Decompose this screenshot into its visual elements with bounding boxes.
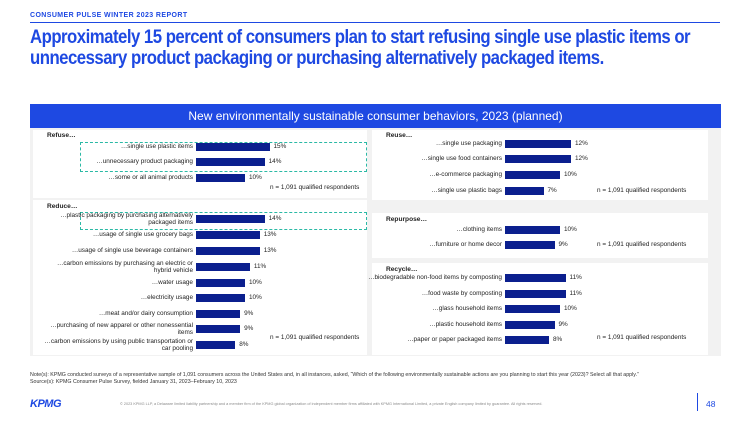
respondents-note: n = 1,091 qualified respondents (270, 334, 360, 341)
bar-value-label: 11% (253, 263, 267, 270)
bar-value-label: 11% (569, 274, 582, 281)
bar-label: …electricity usage (140, 294, 193, 302)
page-title-line-2: unnecessary product packaging or purchas… (30, 47, 604, 69)
bar-label: …furniture or home decor (429, 241, 502, 249)
bar-label: …single use plastic bags (431, 187, 502, 195)
page-number-divider (697, 393, 698, 411)
bar-label: …glass household items (432, 305, 502, 313)
footnote-source: Source(s): KPMG Consumer Pulse Survey, f… (30, 379, 237, 385)
bar-label: …plastic household items (429, 321, 502, 329)
bar-value-label: 14% (268, 215, 282, 222)
kpmg-logo: KPMG (30, 398, 62, 410)
bar (505, 321, 555, 329)
bar-label: …carbon emissions by using public transp… (44, 337, 193, 352)
highlight-box-reduce (80, 212, 367, 230)
bar-value-label: 9% (244, 310, 254, 317)
bar-label: …usage of single use grocery bags (92, 231, 193, 239)
bar-label: …e-commerce packaging (429, 171, 502, 179)
bar (196, 341, 236, 349)
bar-label: …food waste by composting (421, 290, 502, 298)
respondents-note: n = 1,091 qualified respondents (597, 334, 687, 341)
bar-label: …some or all animal products (108, 174, 193, 182)
bar-label: …usage of single use beverage containers (71, 247, 193, 255)
bar (505, 187, 544, 195)
chart-title-reuse: Reuse… (386, 132, 413, 139)
bar (505, 290, 566, 298)
bar-value-label: 10% (564, 226, 577, 233)
bar-value-label: 10% (249, 279, 262, 286)
bar-label: …single use plastic items (120, 143, 193, 151)
chart-title-refuse: Refuse… (47, 132, 76, 139)
bar-label: …meat and/or dairy consumption (98, 310, 193, 318)
bar (196, 215, 265, 223)
copyright-text: © 2023 KPMG LLP, a Delaware limited liab… (120, 402, 543, 406)
respondents-note: n = 1,091 qualified respondents (270, 184, 360, 191)
bar-label: …clothing items (456, 226, 502, 234)
footnote-note: Note(s): KPMG conducted surveys of a rep… (30, 372, 639, 378)
respondents-note: n = 1,091 qualified respondents (597, 241, 687, 248)
chart-title-repurpose: Repurpose… (386, 216, 428, 223)
highlight-box-refuse (80, 142, 367, 172)
chart-title-reduce: Reduce… (47, 203, 78, 210)
bar-value-label: 13% (263, 247, 277, 254)
bar (196, 325, 241, 333)
bar-label: …single use packaging (435, 140, 502, 148)
bar (505, 155, 571, 163)
bar-value-label: 10% (249, 174, 262, 181)
bar-value-label: 12% (575, 155, 588, 162)
page-title-line-1: Approximately 15 percent of consumers pl… (30, 26, 691, 48)
header-rule (30, 22, 720, 23)
bar (196, 231, 260, 239)
bar (196, 310, 241, 318)
bar (505, 274, 566, 282)
bar (505, 241, 555, 249)
bar (196, 247, 260, 255)
bar-label: …water usage (151, 279, 193, 287)
bar-value-label: 10% (564, 305, 577, 312)
bar-value-label: 8% (239, 341, 249, 348)
page-number: 48 (706, 399, 716, 409)
bar-label: …unnecessary product packaging (96, 158, 193, 166)
chart-banner: New environmentally sustainable consumer… (30, 104, 721, 128)
bar (505, 171, 560, 179)
bar-value-label: 14% (268, 158, 282, 165)
bar (196, 174, 245, 182)
bar (505, 336, 549, 344)
bar-value-label: 15% (273, 143, 287, 150)
bar-label: …plastic packaging by purchasing alterna… (60, 211, 193, 226)
bar-value-label: 12% (575, 140, 588, 147)
report-label: CONSUMER PULSE WINTER 2023 REPORT (30, 12, 188, 19)
bar-label: …purchasing of new apparel or other none… (50, 321, 193, 336)
bar-value-label: 11% (569, 290, 582, 297)
bar-value-label: 9% (244, 325, 254, 332)
bar-value-label: 7% (547, 187, 557, 194)
bar (196, 143, 270, 151)
bar-value-label: 9% (558, 321, 568, 328)
bar (505, 140, 571, 148)
chart-card-repurpose (372, 213, 708, 258)
bar-value-label: 8% (553, 336, 563, 343)
bar-value-label: 13% (263, 231, 277, 238)
bar-label: …paper or paper packaged items (407, 336, 502, 344)
bar-value-label: 9% (558, 241, 568, 248)
bar-value-label: 10% (249, 294, 262, 301)
bar-label: …carbon emissions by purchasing an elect… (56, 259, 193, 274)
bar (505, 226, 560, 234)
bar (196, 263, 250, 271)
bar (196, 294, 245, 302)
bar-label: …biodegradable non-food items by compost… (368, 274, 502, 282)
respondents-note: n = 1,091 qualified respondents (597, 187, 687, 194)
bar-label: …single use food containers (421, 155, 502, 163)
bar (505, 305, 560, 313)
bar (196, 158, 265, 166)
page-title: Approximately 15 percent of consumers pl… (30, 26, 691, 69)
bar (196, 279, 245, 287)
chart-title-recycle: Recycle… (386, 266, 418, 273)
bar-value-label: 10% (564, 171, 577, 178)
